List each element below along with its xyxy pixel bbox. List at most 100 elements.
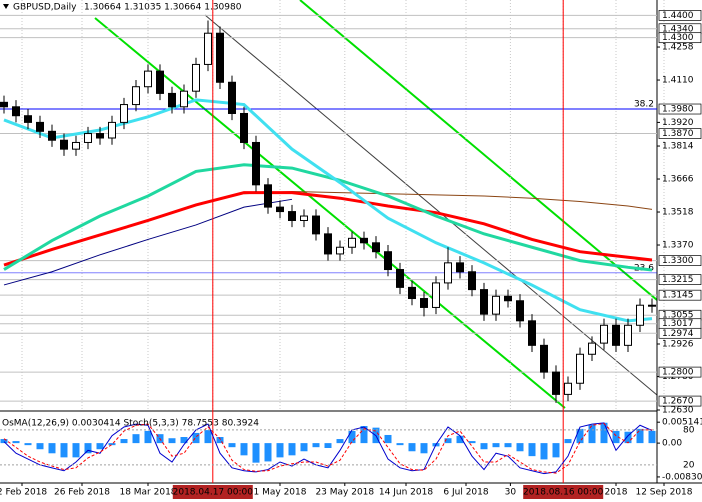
candle-body	[192, 63, 200, 92]
level-label: 1.3870	[662, 129, 694, 139]
osma-bar	[12, 441, 20, 444]
candle-body	[360, 237, 368, 244]
level-box	[658, 103, 702, 115]
candle-body	[636, 304, 644, 326]
osma-bar	[588, 424, 596, 444]
indicator-title: OsMA(12,26,9) 0.0030414 Stoch(5,3,3) 78.…	[2, 419, 259, 429]
osma-bar	[636, 428, 644, 444]
candle-body	[420, 298, 428, 308]
candle-body	[252, 141, 260, 186]
level-label: 1.3980	[662, 105, 694, 115]
candle-body	[492, 295, 500, 315]
osma-bar	[60, 443, 68, 458]
candle-body	[300, 215, 308, 221]
candle-body	[504, 295, 512, 302]
candle-body	[96, 133, 104, 139]
moving-average	[243, 191, 653, 210]
osma-bar	[216, 437, 224, 444]
candle-body	[72, 141, 80, 150]
candle-body	[456, 262, 464, 273]
candle-body	[324, 233, 332, 255]
osma-bar	[348, 430, 356, 444]
osma-bar	[456, 435, 464, 444]
moving-average	[3, 198, 293, 286]
osma-bar	[48, 443, 56, 454]
channel-line	[299, 0, 658, 301]
x-tick-label: 12 Sep 2018	[635, 488, 692, 498]
x-tick-label: 1 May 2018	[254, 488, 307, 498]
level-box	[658, 395, 702, 407]
candle-body	[348, 237, 356, 248]
osma-bar	[192, 432, 200, 444]
moving-average	[3, 191, 653, 267]
osma-bar	[264, 443, 272, 462]
moving-average	[3, 163, 653, 272]
osma-bar	[300, 443, 308, 452]
osma-bar	[396, 443, 404, 446]
x-tick-label: 23 May 2018	[315, 488, 374, 498]
candle-body	[156, 70, 164, 94]
level-box	[658, 255, 702, 266]
osma-bar	[480, 443, 488, 450]
y-tick-label: 1.3370	[662, 241, 694, 251]
candle-body	[84, 133, 92, 143]
candle-body	[168, 92, 176, 108]
osma-bar	[72, 443, 80, 458]
level-label: 1.3145	[662, 291, 694, 301]
candle-body	[180, 90, 188, 108]
osma-bar	[276, 443, 284, 458]
osma-bar	[288, 443, 296, 456]
y-tick-label: 1.4110	[662, 76, 694, 86]
candle-body	[216, 32, 224, 83]
symbol-icon	[3, 4, 9, 9]
level-label: 1.2974	[662, 329, 694, 339]
osma-bar	[408, 443, 416, 452]
stochastic-line	[3, 422, 652, 474]
candle-body	[372, 242, 380, 253]
candle-body	[48, 130, 56, 141]
candle-body	[612, 324, 620, 346]
level-label: 1.4340	[662, 24, 694, 34]
x-tick-label: 30	[505, 488, 517, 498]
candle-body	[276, 206, 284, 213]
candle-body	[552, 371, 560, 395]
osma-bar	[336, 439, 344, 444]
osma-bar	[36, 443, 44, 450]
candle-body	[24, 115, 32, 123]
osma-bar	[312, 443, 320, 448]
candle-body	[240, 112, 248, 143]
candle-body	[396, 269, 404, 288]
y-tick-label: 1.4258	[662, 43, 694, 53]
level-box	[658, 289, 702, 301]
y-tick-label: 1.3666	[662, 175, 694, 185]
y-tick-label: 1.2926	[662, 340, 694, 350]
y2-tick-label: 20	[683, 460, 695, 470]
date-box	[172, 485, 253, 499]
level-box	[658, 128, 702, 139]
level-box	[658, 10, 702, 21]
level-box	[658, 366, 702, 378]
osma-bar	[612, 430, 620, 444]
osma-bar	[384, 434, 392, 444]
x-tick-label: 2 Feb 2018	[0, 488, 47, 498]
osma-bar	[96, 443, 104, 450]
candle-body	[600, 324, 608, 344]
x-tick-label: 14 Jun 2018	[379, 488, 433, 498]
osma-bar	[0, 439, 8, 444]
osma-bar	[108, 443, 116, 446]
candle-body	[120, 104, 128, 123]
x-tick-label: 2018	[605, 488, 628, 498]
osma-bar	[576, 428, 584, 444]
osma-bar	[504, 443, 512, 448]
x-tick-label: 2018.08.16 00:00	[523, 488, 604, 498]
level-box	[658, 32, 702, 44]
osma-bar	[120, 439, 128, 444]
candle-body	[0, 101, 8, 108]
y2-tick-label: 80	[683, 425, 695, 435]
y-tick-label: -0.0083077	[662, 472, 702, 482]
candle-body	[336, 246, 344, 255]
level-label: 1.4300	[662, 33, 694, 43]
osma-bar	[240, 443, 248, 456]
osma-bar	[144, 430, 152, 444]
